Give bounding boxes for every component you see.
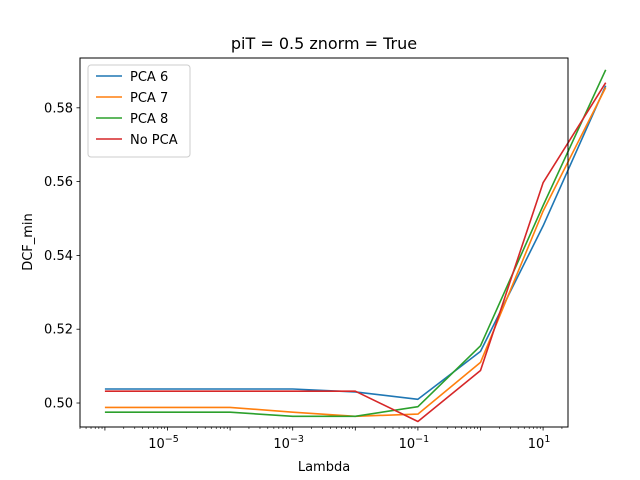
chart-title: piT = 0.5 znorm = True (231, 34, 417, 53)
series-line-3 (104, 82, 607, 423)
y-axis: 0.50 0.52 0.54 0.56 0.58 (44, 101, 80, 412)
x-tick-label: 10−1 (399, 434, 430, 452)
series-layer (104, 69, 607, 423)
x-axis: 10−5 10−3 10−1 101 (79, 427, 563, 452)
legend-label: PCA 6 (130, 70, 168, 85)
legend-label: PCA 8 (130, 112, 168, 127)
legend-label: No PCA (130, 133, 178, 148)
legend: PCA 6 PCA 7 PCA 8 No PCA (87, 64, 191, 158)
series-line-2 (104, 69, 607, 418)
y-tick-label: 0.52 (44, 323, 73, 338)
legend-label: PCA 7 (130, 91, 168, 106)
x-tick-label: 10−3 (273, 434, 304, 452)
y-tick-label: 0.56 (44, 175, 73, 190)
x-axis-label: Lambda (298, 460, 350, 475)
y-axis-label: DCF_min (21, 213, 36, 271)
y-tick-label: 0.54 (44, 249, 73, 264)
y-tick-label: 0.58 (44, 101, 73, 116)
plot-frame (79, 57, 569, 428)
x-tick-label: 10−5 (148, 434, 179, 452)
x-tick-label: 101 (528, 434, 551, 452)
legend-box (87, 64, 191, 158)
y-tick-label: 0.50 (44, 397, 73, 412)
